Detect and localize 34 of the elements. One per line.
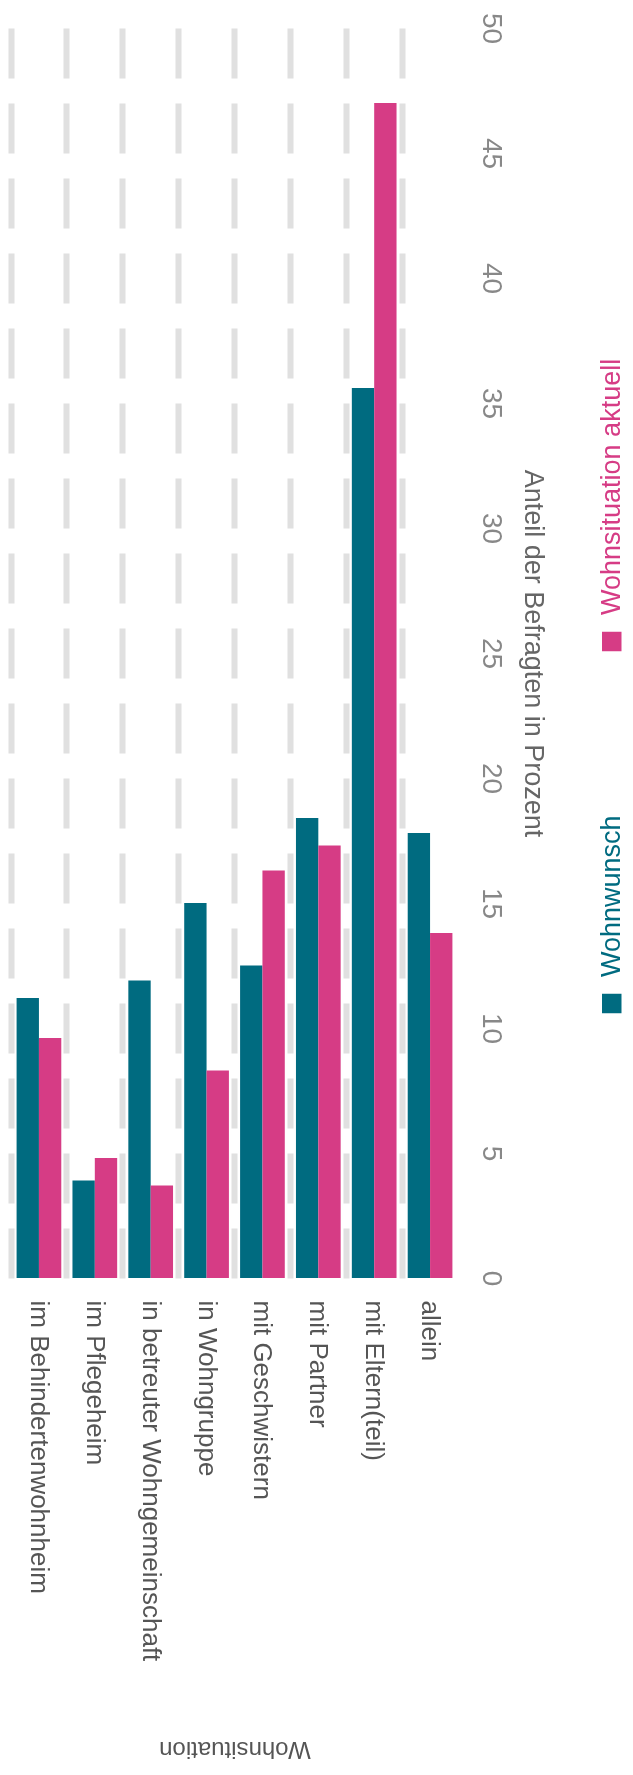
bar xyxy=(16,998,39,1278)
x-tick-label: mit Eltern(teil) xyxy=(360,1300,391,1461)
x-tick-label: mit Geschwistern xyxy=(248,1300,279,1500)
y-tick-label: 50 xyxy=(476,12,508,45)
x-tick-label: im Behindertenwohnheim xyxy=(24,1300,55,1594)
bar xyxy=(262,870,285,1278)
x-axis-title: Wohnsituation xyxy=(159,1736,311,1764)
text: Wohnwunsch xyxy=(595,815,626,977)
x-tick-label: mit Partner xyxy=(304,1300,335,1428)
y-tick-label: 15 xyxy=(476,887,508,920)
y-tick-label: 10 xyxy=(476,1012,508,1045)
bar xyxy=(430,933,453,1278)
text: Wohnsituation aktuell xyxy=(595,358,626,615)
y-tick-label: 25 xyxy=(476,637,508,670)
bar xyxy=(206,1070,229,1278)
bar xyxy=(128,980,151,1278)
bar xyxy=(72,1180,95,1278)
y-tick-label: 20 xyxy=(476,762,508,795)
bar xyxy=(184,903,207,1278)
x-tick-label: in betreuter Wohngemeinschaft xyxy=(136,1300,167,1663)
y-tick-label: 35 xyxy=(476,387,508,420)
x-tick-label: in Wohngruppe xyxy=(192,1300,223,1477)
y-axis-title: Anteil der Befragten in Prozent xyxy=(518,469,549,838)
y-tick-label: 30 xyxy=(476,512,508,545)
bar xyxy=(240,965,263,1278)
y-tick-label: 5 xyxy=(476,1145,508,1162)
y-tick-label: 0 xyxy=(476,1270,508,1287)
bar xyxy=(150,1185,174,1278)
bar xyxy=(94,1158,118,1278)
y-tick-label: 40 xyxy=(476,262,508,295)
y-tick-label: 45 xyxy=(476,137,508,170)
x-tick-label: im Pflegeheim xyxy=(80,1300,111,1466)
bar xyxy=(38,1038,62,1278)
x-tick-label: allein xyxy=(416,1300,447,1362)
